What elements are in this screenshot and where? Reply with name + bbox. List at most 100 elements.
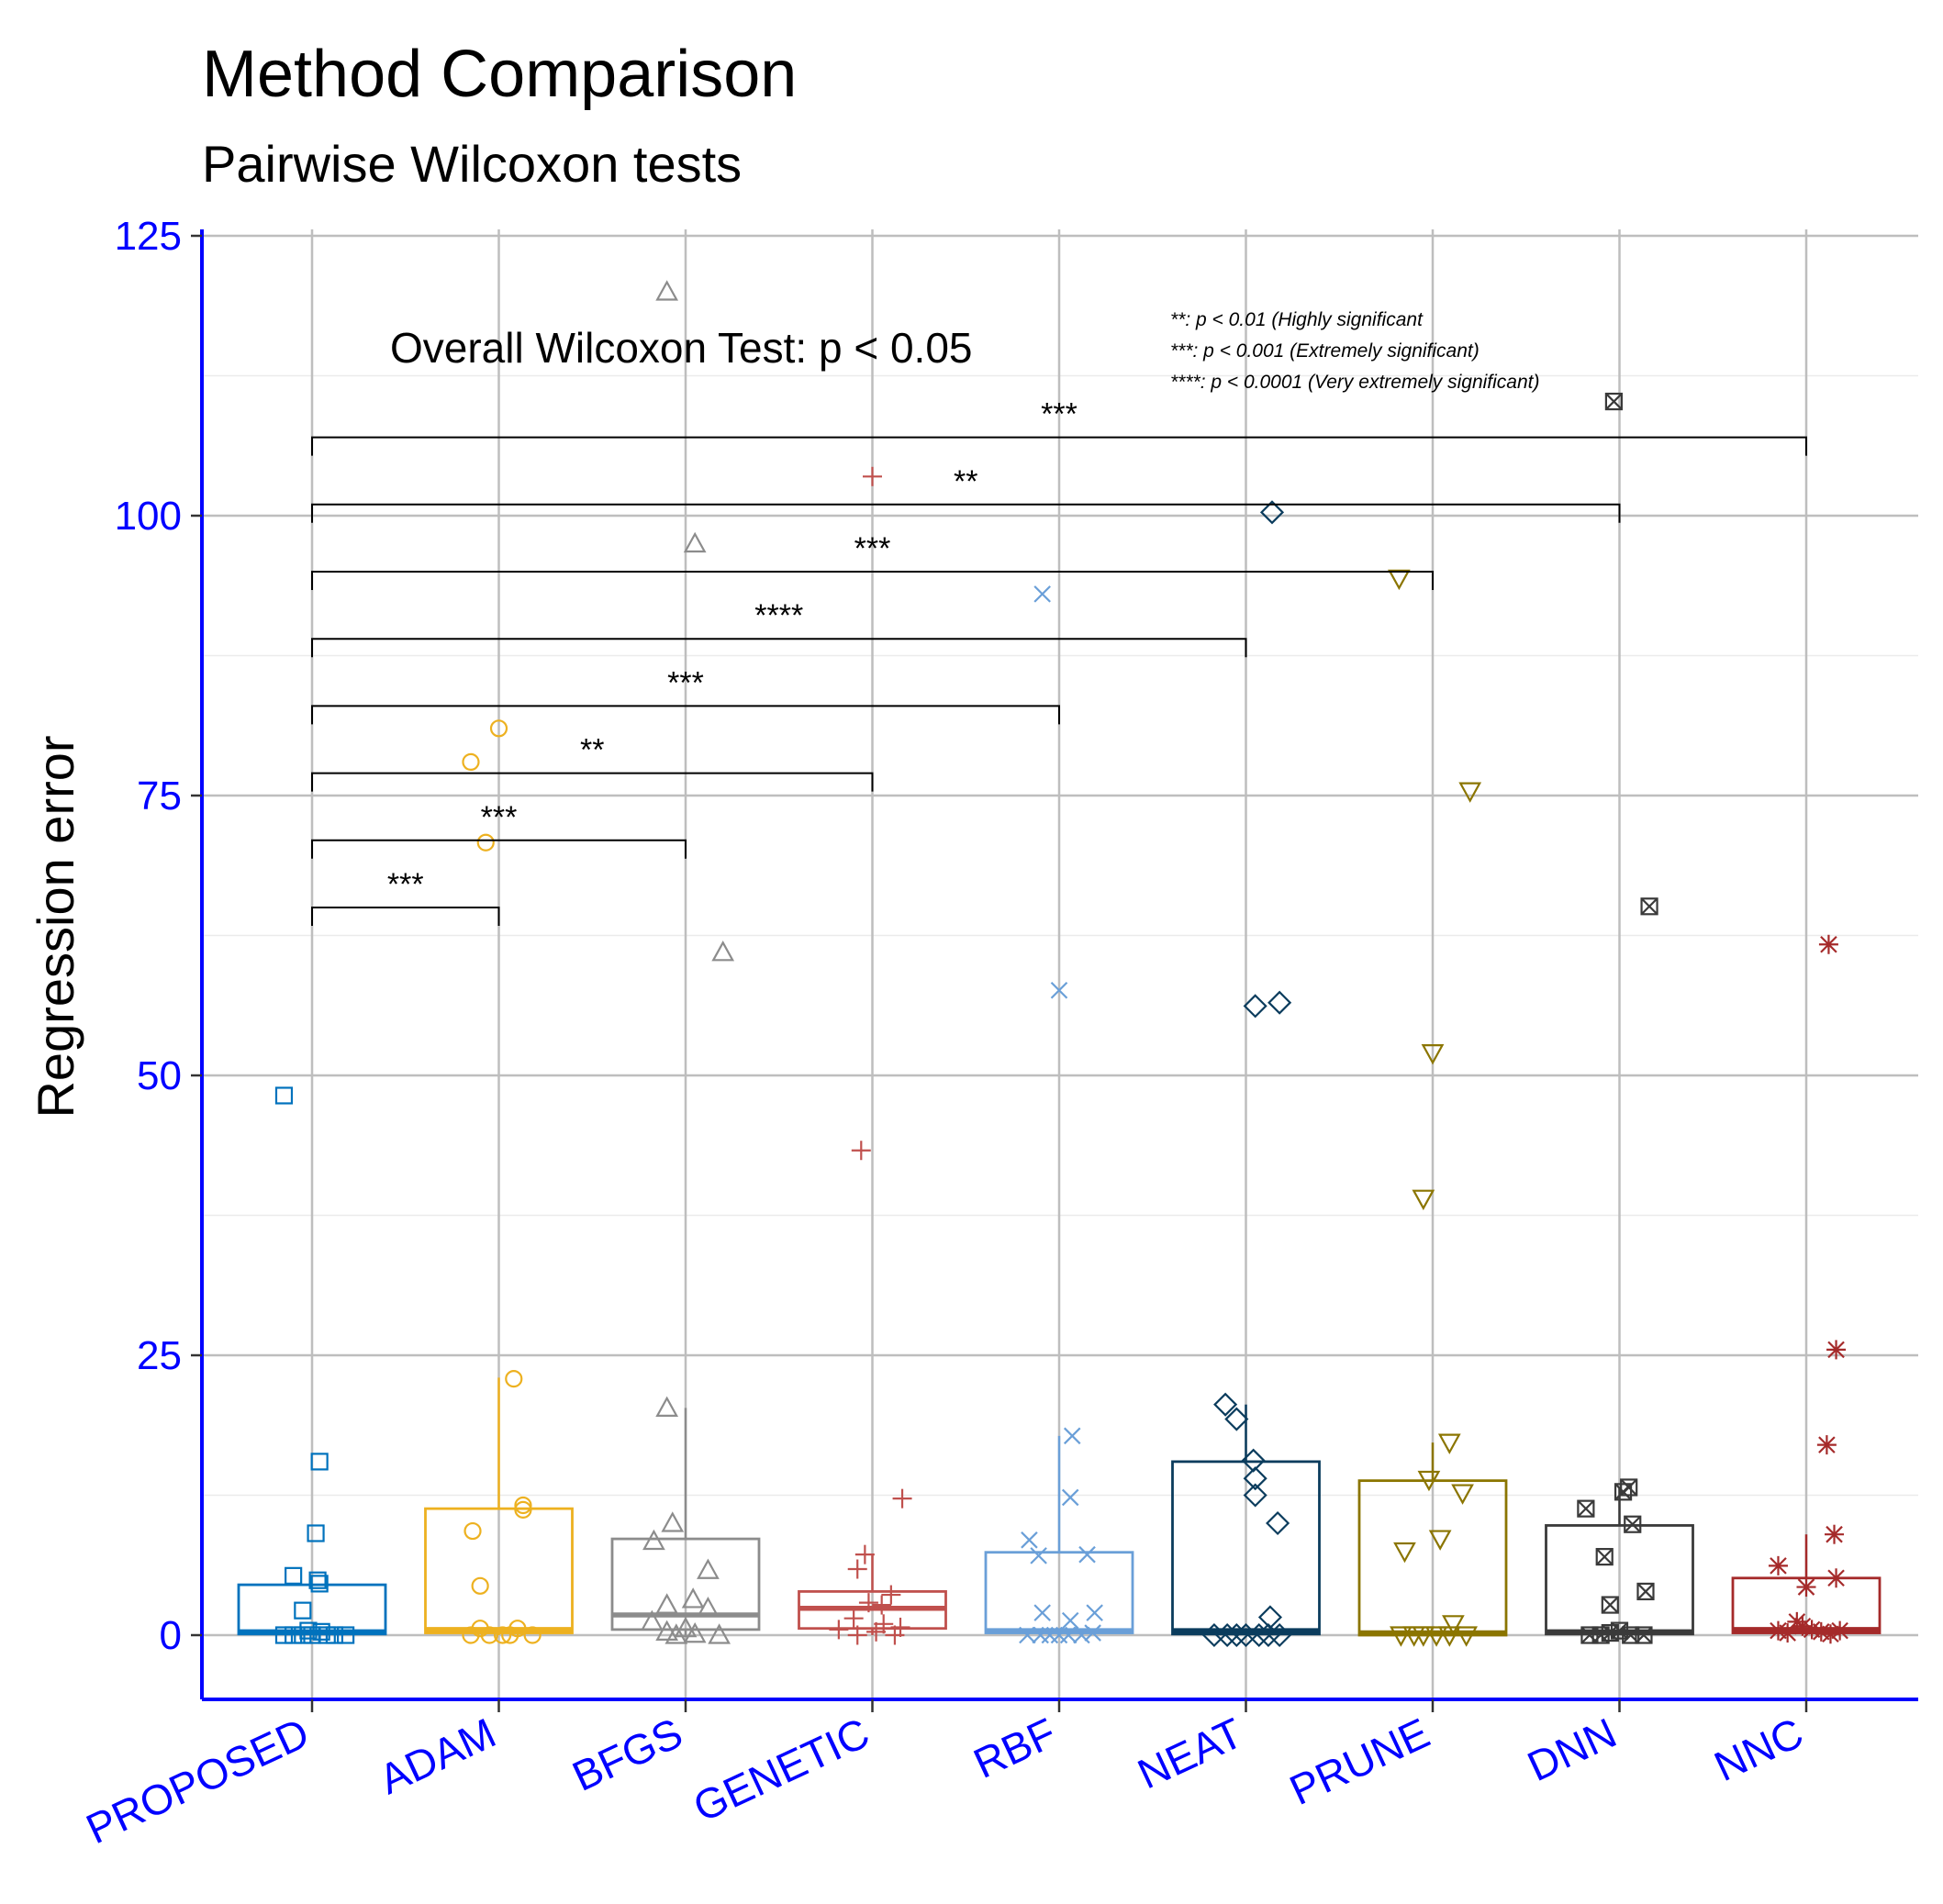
data-point-stroke	[1822, 1625, 1839, 1643]
data-point-shape	[480, 1626, 498, 1644]
data-point-shape	[655, 1593, 679, 1614]
triangle-marker	[655, 280, 679, 301]
data-point-shape	[325, 1626, 344, 1644]
comparison-bracket: ****	[311, 598, 1247, 658]
asterisk-marker	[1792, 1616, 1813, 1636]
data-point-shape	[462, 1626, 480, 1644]
bracket-line	[311, 772, 874, 792]
triangle-marker	[683, 531, 707, 553]
data-point-shape	[655, 1396, 679, 1417]
significance-label: ****	[754, 598, 803, 633]
data-point-shape	[708, 1623, 731, 1644]
inverted-triangle-marker	[1412, 1626, 1435, 1647]
comparison-bracket: **	[311, 464, 1621, 523]
data-point-stroke	[1770, 1621, 1787, 1640]
significance-label: ***	[387, 867, 424, 902]
plus-marker	[863, 466, 882, 486]
data-point-shape	[1601, 1596, 1619, 1614]
box-adam	[424, 1377, 574, 1635]
bracket-line	[311, 571, 1434, 590]
diamond-marker	[1256, 1622, 1280, 1648]
circle-marker	[523, 1626, 542, 1644]
triangle-marker	[655, 1620, 679, 1641]
boxed-x-marker	[1624, 1515, 1642, 1533]
data-point-shape	[501, 1626, 519, 1644]
data-point-shape	[299, 1621, 318, 1640]
data-point-shape	[1640, 897, 1658, 916]
data-point-shape	[1412, 1189, 1435, 1210]
overall-test-annotation: Overall Wilcoxon Test: p < 0.05	[390, 324, 973, 372]
inverted-triangle-marker	[1428, 1530, 1452, 1551]
diamond-marker	[1243, 1483, 1267, 1508]
data-point-shape	[1224, 1407, 1249, 1431]
data-point-shape	[462, 752, 480, 772]
circle-marker	[462, 752, 480, 772]
asterisk-marker	[1778, 1623, 1798, 1643]
bracket-line	[311, 907, 500, 926]
y-tick-label: 25	[137, 1333, 182, 1378]
data-point-stroke	[1602, 1596, 1619, 1614]
cross-marker	[1019, 1626, 1036, 1644]
legend-line-3: ****: p < 0.0001 (Very extremely signifi…	[1170, 372, 1540, 393]
data-point-shape	[310, 1575, 329, 1593]
data-point-stroke	[1827, 1569, 1845, 1587]
data-point-shape	[505, 1370, 523, 1388]
y-tick-label: 50	[137, 1053, 182, 1098]
points-adam	[462, 719, 542, 1644]
diamond-marker	[1243, 994, 1267, 1019]
square-marker	[310, 1453, 329, 1471]
data-point-shape	[1243, 1483, 1267, 1508]
triangle-marker	[697, 1558, 720, 1579]
circle-marker	[471, 1576, 489, 1595]
boxed-x-marker	[1640, 897, 1658, 916]
triangle-marker	[708, 1623, 731, 1644]
plus-marker	[854, 1544, 875, 1564]
data-point-shape	[312, 1622, 330, 1641]
triangle-marker	[641, 1609, 664, 1631]
data-point-shape	[1412, 1626, 1435, 1647]
data-point-shape	[1458, 782, 1482, 803]
chart-subtitle: Pairwise Wilcoxon tests	[202, 135, 742, 193]
square-marker	[307, 1524, 325, 1542]
triangle-marker	[674, 1616, 698, 1638]
data-point-stroke	[1061, 1488, 1079, 1507]
circle-marker	[476, 833, 495, 852]
data-point-shape	[1213, 1392, 1238, 1417]
square-marker	[325, 1626, 344, 1644]
inverted-triangle-marker	[1421, 1043, 1445, 1065]
data-point-shape	[1614, 1483, 1633, 1501]
box-bfgs	[610, 1408, 761, 1635]
data-point-stroke	[1033, 585, 1051, 603]
data-point-shape	[514, 1496, 532, 1515]
square-marker	[312, 1622, 330, 1641]
inverted-triangle-marker	[1442, 1615, 1465, 1636]
data-point-shape	[1259, 500, 1285, 525]
data-point-shape	[514, 1500, 532, 1519]
triangle-marker	[655, 1593, 679, 1614]
cross-marker	[1033, 1604, 1051, 1621]
square-marker	[294, 1626, 312, 1644]
data-point-shape	[310, 1453, 329, 1471]
x-tick-label: NEAT	[1131, 1709, 1250, 1798]
data-point-shape	[1620, 1478, 1638, 1497]
data-point-stroke	[1636, 1583, 1655, 1600]
data-point-stroke	[1611, 1621, 1628, 1640]
data-point-stroke	[1019, 1626, 1036, 1644]
data-point-stroke	[1818, 1436, 1836, 1453]
points-proposed	[274, 1086, 355, 1644]
data-point-shape	[1604, 392, 1623, 411]
data-point-shape	[1442, 1615, 1465, 1636]
diamond-marker	[1246, 1622, 1271, 1648]
square-marker	[294, 1601, 312, 1620]
comparison-bracket: ***	[311, 665, 1060, 725]
data-point-shape	[655, 280, 679, 301]
data-point-stroke	[1063, 1427, 1081, 1445]
data-point-shape	[493, 1626, 512, 1644]
data-point-shape	[1417, 1470, 1441, 1492]
data-point-stroke	[1770, 1557, 1787, 1575]
inverted-triangle-marker	[1424, 1626, 1448, 1647]
significance-legend: **: p < 0.01 (Highly significant ***: p …	[1170, 309, 1540, 393]
plus-marker	[847, 1559, 867, 1579]
data-point-shape	[1215, 1622, 1240, 1648]
inverted-triangle-marker	[1390, 1626, 1413, 1647]
